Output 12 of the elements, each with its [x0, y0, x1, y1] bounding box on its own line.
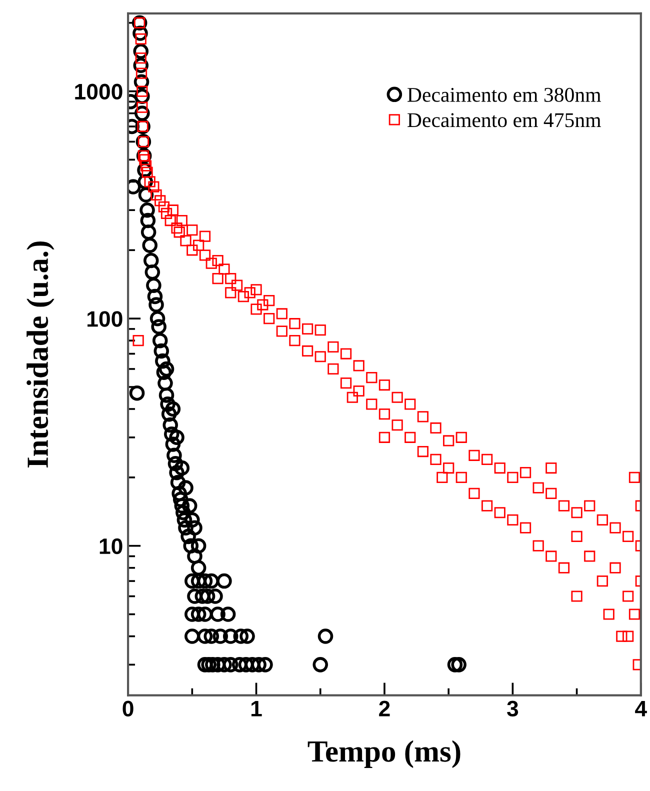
legend-label: Decaimento em 475nm: [408, 113, 601, 128]
x-axis-title: Tempo (ms): [308, 740, 460, 768]
x-tick-label: 4: [635, 700, 647, 716]
x-tick-label: 3: [507, 700, 518, 717]
y-tick-label: 100: [88, 311, 122, 327]
y-axis-title: Intensidade (u.a.): [26, 242, 54, 468]
x-tick-label: 1: [251, 700, 262, 716]
y-tick-label: 10: [100, 538, 122, 554]
legend-label: Decaimento em 380nm: [408, 88, 601, 102]
x-tick-label: 0: [122, 700, 134, 716]
y-tick-label: 1000: [75, 84, 122, 100]
x-tick-label: 2: [379, 700, 390, 716]
